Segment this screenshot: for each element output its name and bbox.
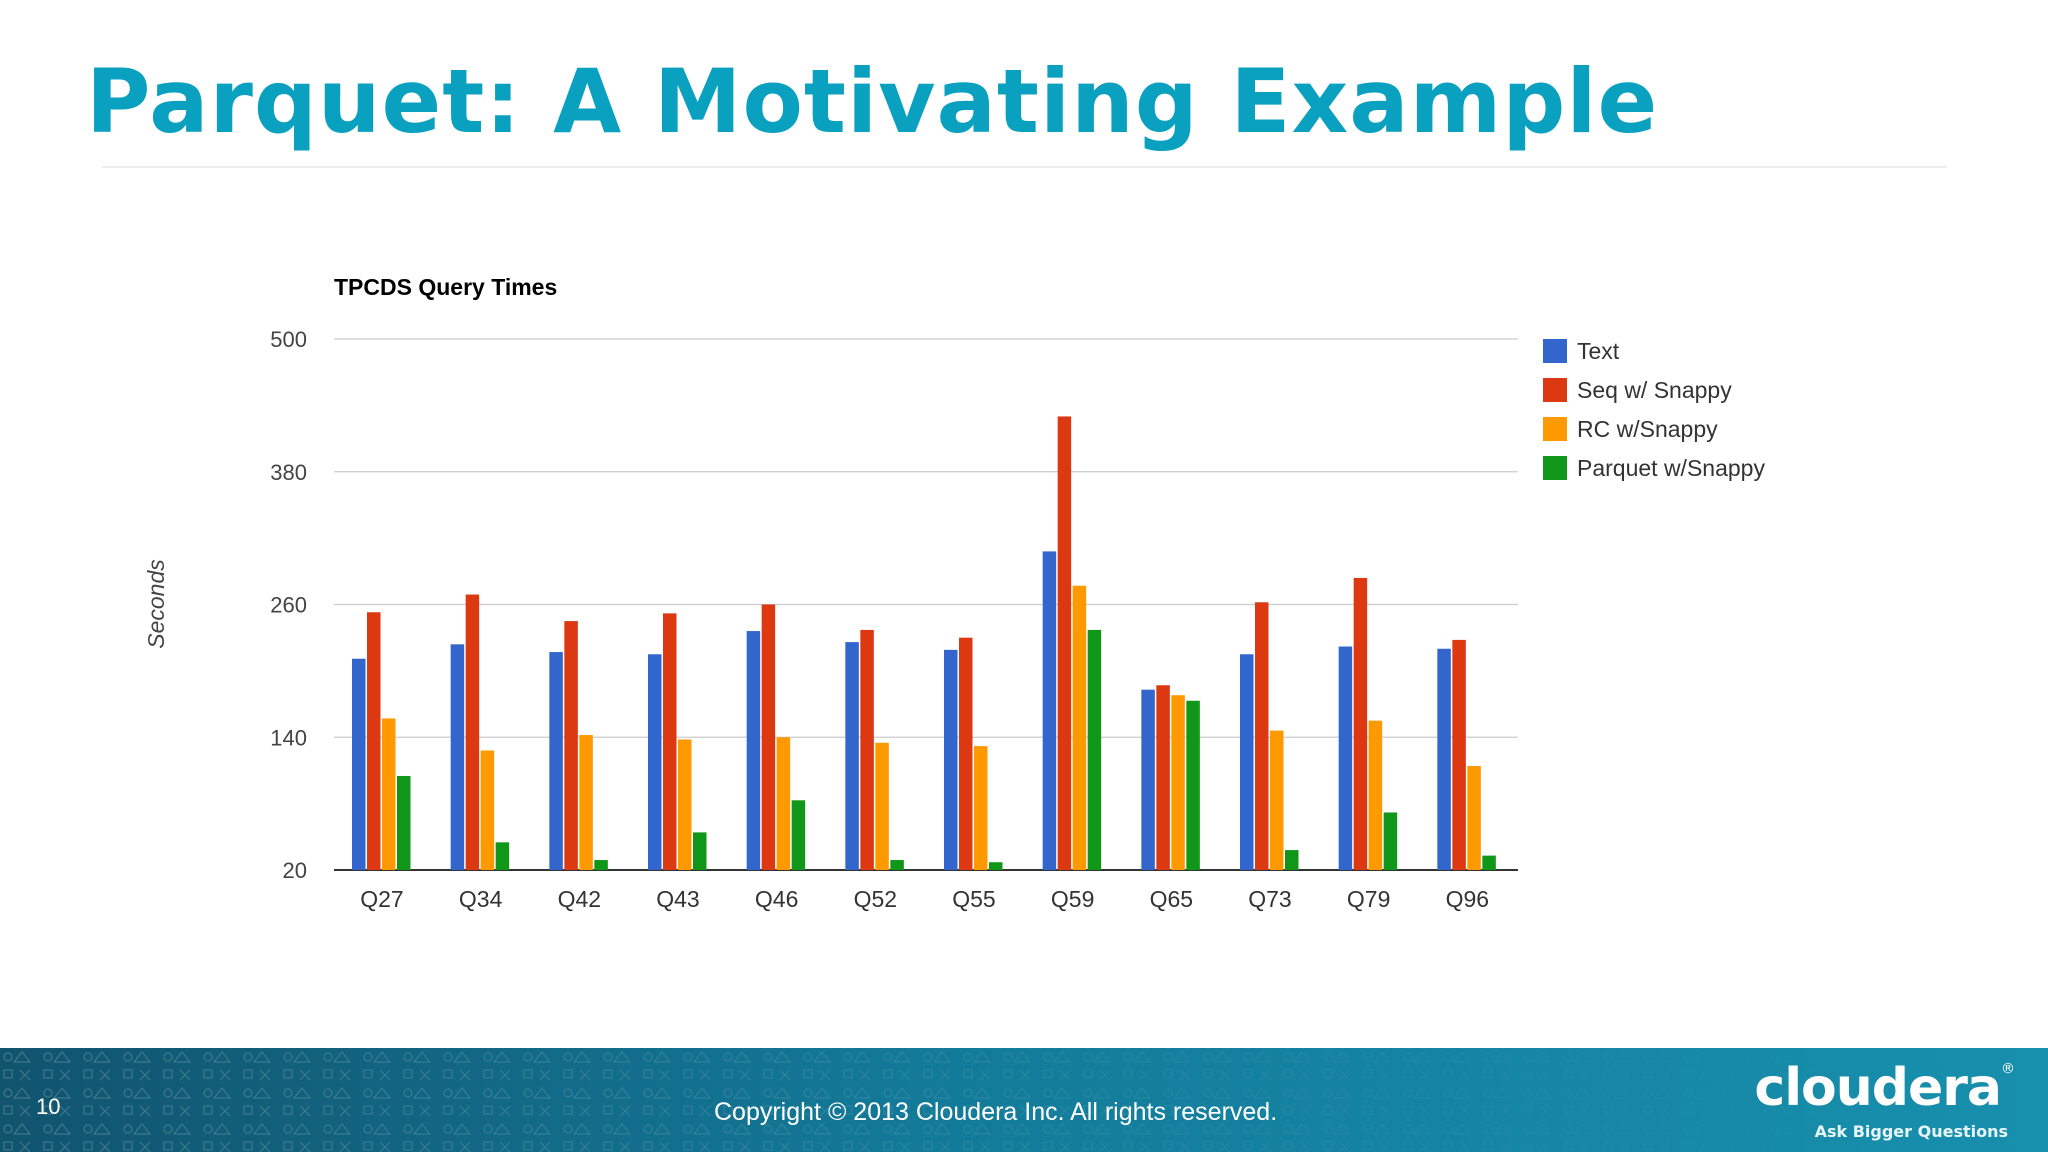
y-tick-label: 380 <box>270 460 307 485</box>
slide-title: Parquet: A Motivating Example <box>86 50 1659 153</box>
bar-q43-series-3 <box>678 739 692 870</box>
bar-q65-series-4 <box>1186 700 1200 870</box>
x-tick-label: Q43 <box>656 886 699 912</box>
bar-q55-series-4 <box>989 862 1003 870</box>
bar-q52-series-3 <box>875 742 889 870</box>
x-tick-label: Q96 <box>1446 886 1489 912</box>
bar-q73-series-2 <box>1255 602 1269 870</box>
bar-q65-series-3 <box>1171 695 1185 870</box>
chart-title: TPCDS Query Times <box>334 274 557 300</box>
bar-q65-series-2 <box>1156 685 1170 870</box>
bar-q73-series-3 <box>1270 730 1284 870</box>
y-tick-label: 20 <box>283 858 307 883</box>
bar-q34-series-1 <box>450 644 465 870</box>
bar-q27-series-4 <box>397 775 411 870</box>
bar-q79-series-2 <box>1353 577 1368 870</box>
bar-q59-series-4 <box>1087 629 1102 870</box>
y-tick-label: 260 <box>270 593 307 618</box>
bar-q27-series-2 <box>367 612 381 870</box>
x-tick-label: Q79 <box>1347 886 1390 912</box>
bar-q55-series-1 <box>944 649 958 870</box>
bar-q34-series-4 <box>495 842 510 870</box>
legend-swatch <box>1543 339 1567 363</box>
bar-q96-series-1 <box>1437 648 1451 870</box>
bar-q96-series-4 <box>1482 855 1496 870</box>
bar-q79-series-1 <box>1338 646 1353 870</box>
bar-q73-series-4 <box>1285 850 1299 870</box>
bar-q96-series-2 <box>1452 639 1466 870</box>
x-tick-label: Q73 <box>1248 886 1291 912</box>
legend-label: Text <box>1577 338 1620 364</box>
bar-q27-series-1 <box>352 658 366 870</box>
x-tick-label: Q46 <box>755 886 798 912</box>
legend-label: RC w/Snappy <box>1577 416 1718 442</box>
bar-q43-series-2 <box>663 613 677 870</box>
legend-swatch <box>1543 417 1567 441</box>
footer-bar: 10 Copyright © 2013 Cloudera Inc. All ri… <box>0 1048 2048 1152</box>
bar-q46-series-1 <box>746 631 761 870</box>
bar-q42-series-3 <box>579 735 593 870</box>
bar-q52-series-4 <box>890 860 904 870</box>
x-tick-label: Q42 <box>558 886 601 912</box>
x-tick-label: Q55 <box>952 886 995 912</box>
bar-q42-series-1 <box>549 652 563 870</box>
bar-q59-series-1 <box>1042 551 1057 870</box>
legend-label: Parquet w/Snappy <box>1577 455 1765 481</box>
x-tick-label: Q27 <box>360 886 403 912</box>
y-tick-label: 140 <box>270 725 307 750</box>
bar-q42-series-2 <box>564 621 578 870</box>
bar-q43-series-1 <box>648 654 662 870</box>
bar-q59-series-3 <box>1072 585 1087 870</box>
bar-q55-series-3 <box>974 746 988 870</box>
bar-q46-series-4 <box>791 800 806 870</box>
bar-q59-series-2 <box>1057 416 1072 870</box>
title-divider <box>102 166 1947 168</box>
legend-swatch <box>1543 378 1567 402</box>
bar-q96-series-3 <box>1467 766 1481 870</box>
tpcds-bar-chart: TPCDS Query Times 20 140 260 380 500 Seconds Q2… <box>143 274 1765 912</box>
bar-q73-series-1 <box>1240 654 1254 870</box>
x-tick-label: Q52 <box>854 886 897 912</box>
legend-label: Seq w/ Snappy <box>1577 377 1732 403</box>
bar-q79-series-3 <box>1368 720 1383 870</box>
bar-q27-series-3 <box>382 718 396 870</box>
x-tick-label: Q34 <box>459 886 503 912</box>
x-tick-label: Q59 <box>1051 886 1094 912</box>
y-axis-title: Seconds <box>143 559 169 649</box>
cloudera-logo: cloudera® <box>1754 1061 2015 1114</box>
footer-pattern <box>0 1048 2048 1152</box>
x-tick-label: Q65 <box>1150 886 1193 912</box>
bar-q43-series-4 <box>693 832 707 870</box>
bar-q34-series-3 <box>480 750 495 870</box>
copyright-text: Copyright © 2013 Cloudera Inc. All right… <box>714 1098 1278 1126</box>
bar-q52-series-1 <box>845 642 859 870</box>
y-tick-label: 500 <box>270 327 307 352</box>
page-number: 10 <box>36 1094 61 1119</box>
bar-q42-series-4 <box>594 860 608 870</box>
registered-mark: ® <box>2001 1061 2015 1077</box>
bar-q65-series-1 <box>1141 689 1155 870</box>
bar-q79-series-4 <box>1383 812 1398 870</box>
bar-q34-series-2 <box>465 594 480 870</box>
brand-tagline: Ask Bigger Questions <box>1814 1122 2008 1141</box>
bar-q52-series-2 <box>860 629 874 870</box>
legend-swatch <box>1543 456 1567 480</box>
bar-q55-series-2 <box>959 637 973 870</box>
bar-q46-series-2 <box>761 604 776 870</box>
bar-q46-series-3 <box>776 737 791 870</box>
logo-wordmark: cloudera <box>1754 1058 2002 1118</box>
